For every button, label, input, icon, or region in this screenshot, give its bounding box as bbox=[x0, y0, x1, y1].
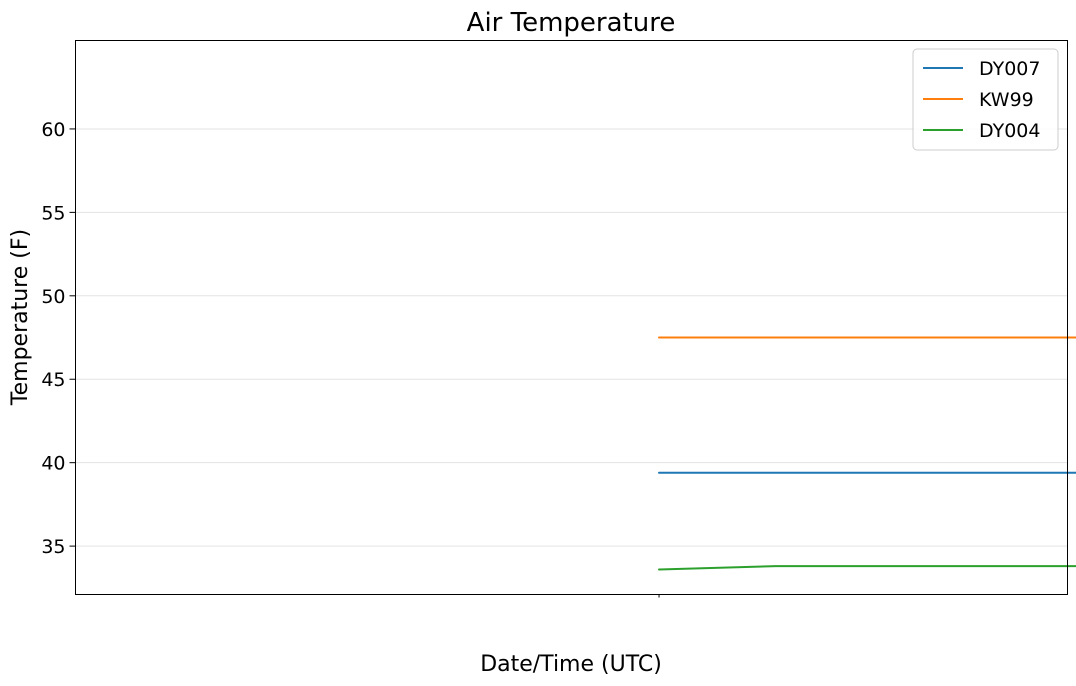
series-line-dy007 bbox=[658, 471, 1076, 474]
legend-label-kw99: KW99 bbox=[979, 89, 1034, 111]
series-line-dy004 bbox=[658, 565, 1076, 571]
y-tick-label: 60 bbox=[41, 119, 65, 141]
y-tick-label: 40 bbox=[41, 453, 65, 475]
y-axis-label: Temperature (F) bbox=[8, 229, 33, 406]
legend: DY007 KW99 DY004 bbox=[912, 48, 1059, 151]
y-tick-label: 45 bbox=[41, 369, 65, 391]
y-axis-ticks: 35 40 45 50 55 60 bbox=[41, 119, 76, 558]
legend-label-dy004: DY004 bbox=[979, 120, 1040, 142]
gridlines bbox=[75, 128, 1068, 547]
y-tick-label: 35 bbox=[41, 536, 65, 558]
y-tick-label: 50 bbox=[41, 286, 65, 308]
x-axis-ticks: Apr 2506:00Apr 2509:00Apr 2512:00Apr 251… bbox=[658, 594, 660, 598]
plot-frame bbox=[75, 40, 1068, 595]
x-axis-label: Date/Time (UTC) bbox=[480, 652, 662, 677]
legend-box bbox=[912, 48, 1059, 151]
legend-label-dy007: DY007 bbox=[979, 58, 1040, 80]
chart-title: Air Temperature bbox=[467, 8, 676, 38]
y-tick-label: 55 bbox=[41, 202, 65, 224]
